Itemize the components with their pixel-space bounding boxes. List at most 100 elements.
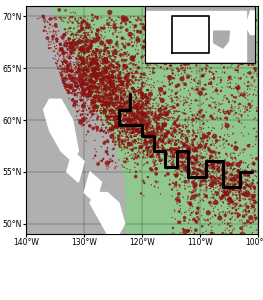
Point [219, 126, 224, 131]
Point [119, 125, 123, 130]
Point [124, 86, 128, 91]
Point [214, 88, 219, 93]
Point [147, 132, 151, 137]
Point [214, 164, 218, 169]
Point [102, 106, 106, 110]
Point [94, 48, 99, 53]
Point [129, 148, 133, 152]
Point [182, 179, 186, 184]
Point [139, 139, 144, 143]
Point [53, 46, 58, 51]
Point [189, 26, 193, 31]
Point [232, 35, 236, 40]
Point [113, 57, 117, 62]
Point [76, 58, 80, 63]
Point [130, 56, 134, 60]
Point [161, 145, 166, 150]
Point [131, 116, 135, 121]
Point [175, 201, 179, 206]
Point [132, 98, 136, 103]
Point [150, 134, 154, 138]
Point [220, 85, 224, 90]
Point [108, 81, 112, 86]
Point [131, 125, 135, 130]
Point [133, 160, 137, 165]
Point [135, 114, 139, 119]
Point [64, 75, 68, 80]
Point [110, 111, 114, 116]
Point [146, 132, 151, 137]
Point [194, 220, 199, 224]
Point [91, 61, 95, 66]
Point [213, 213, 217, 218]
Point [144, 128, 148, 133]
Point [250, 169, 254, 174]
Point [172, 38, 176, 42]
Point [139, 87, 143, 92]
Point [119, 143, 123, 148]
Point [216, 31, 220, 36]
Point [89, 77, 93, 82]
Point [235, 115, 239, 120]
Point [236, 52, 240, 57]
Point [111, 48, 115, 53]
Point [158, 114, 162, 119]
Point [225, 116, 229, 120]
Point [112, 103, 116, 107]
Point [161, 144, 165, 148]
Point [168, 115, 172, 120]
Point [236, 215, 240, 220]
Point [124, 118, 128, 122]
Point [105, 88, 109, 93]
Point [132, 116, 136, 121]
Point [205, 152, 209, 157]
Point [69, 66, 73, 71]
Point [156, 130, 161, 135]
Point [184, 133, 188, 138]
Point [127, 96, 131, 101]
Point [128, 129, 132, 134]
Point [216, 167, 220, 172]
Point [238, 219, 242, 224]
Point [135, 123, 139, 128]
Point [173, 120, 177, 125]
Point [235, 68, 240, 73]
Polygon shape [67, 151, 84, 182]
Point [186, 146, 191, 150]
Point [226, 49, 231, 54]
Point [241, 224, 245, 229]
Point [208, 82, 213, 87]
Point [104, 93, 108, 98]
Point [79, 63, 83, 68]
Point [117, 66, 121, 70]
Point [206, 145, 210, 150]
Point [208, 164, 212, 168]
Point [95, 106, 99, 110]
Point [183, 143, 187, 148]
Point [231, 200, 235, 205]
Point [115, 84, 119, 89]
Point [175, 129, 179, 134]
Point [225, 117, 229, 122]
Point [159, 98, 164, 102]
Point [201, 169, 205, 174]
Point [134, 123, 138, 128]
Point [164, 112, 168, 117]
Point [153, 158, 158, 163]
Point [47, 40, 52, 45]
Point [122, 88, 126, 93]
Point [160, 123, 164, 128]
Point [231, 160, 235, 165]
Point [151, 136, 155, 141]
Point [108, 87, 113, 92]
Point [79, 119, 83, 124]
Point [252, 80, 256, 84]
Point [126, 71, 130, 76]
Point [169, 147, 174, 152]
Point [143, 140, 147, 145]
Point [249, 49, 253, 54]
Point [198, 125, 202, 130]
Point [123, 106, 127, 111]
Point [108, 80, 112, 85]
Point [250, 36, 254, 40]
